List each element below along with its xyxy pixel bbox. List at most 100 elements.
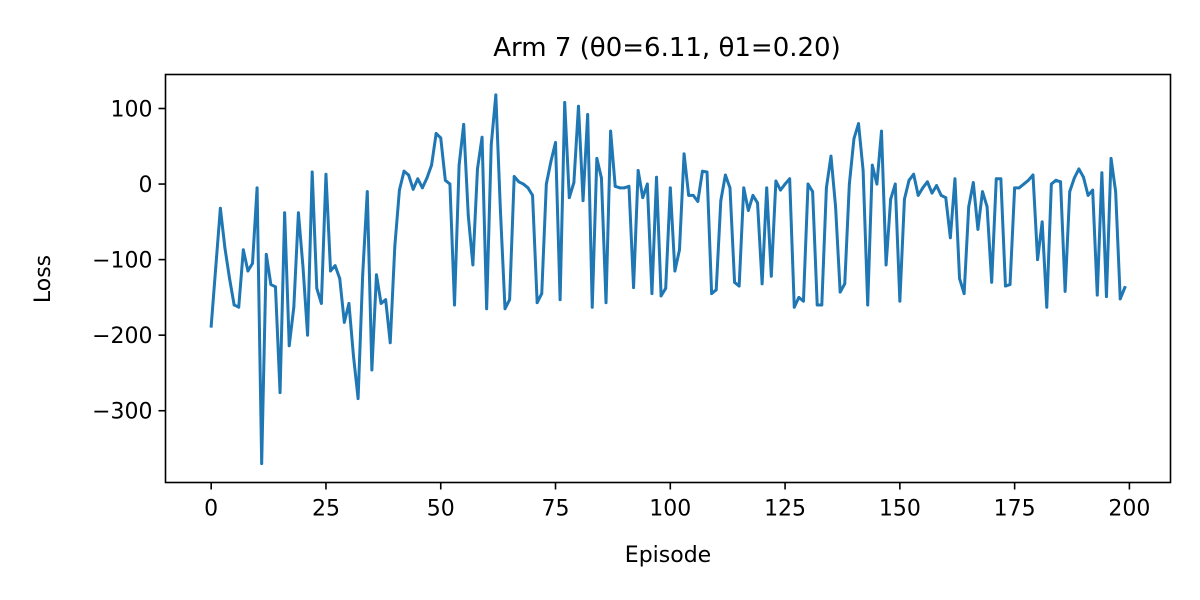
data-point (806, 182, 810, 186)
plot-area (209, 93, 1127, 466)
data-point (439, 136, 443, 140)
data-point (723, 173, 727, 177)
data-point (255, 186, 259, 190)
data-point (659, 294, 663, 298)
data-point (292, 305, 296, 309)
data-point (958, 277, 961, 280)
x-tick-label: 100 (649, 497, 691, 522)
data-point (765, 186, 769, 190)
data-point (627, 184, 631, 188)
data-point (884, 263, 888, 267)
data-point (728, 186, 732, 190)
data-point (843, 282, 847, 286)
data-point (567, 196, 571, 200)
data-point (824, 186, 828, 190)
data-point (705, 170, 709, 174)
data-point (384, 298, 388, 302)
data-point (1068, 190, 1072, 194)
data-point (1095, 293, 1099, 297)
data-point (218, 206, 222, 210)
data-point (462, 122, 466, 126)
data-point (820, 303, 824, 307)
data-point (696, 200, 700, 203)
data-point (209, 324, 213, 328)
data-point (503, 307, 507, 311)
data-point (251, 261, 254, 265)
data-point (1118, 297, 1122, 301)
data-point (278, 391, 282, 394)
data-point (398, 188, 401, 192)
data-point (554, 141, 557, 144)
data-point (544, 182, 548, 186)
data-point (751, 193, 755, 197)
data-point (655, 175, 658, 179)
data-point (269, 283, 273, 286)
data-point (319, 302, 323, 305)
x-tick-label: 75 (542, 497, 570, 522)
y-tick-label: −100 (92, 249, 152, 274)
data-point (531, 193, 534, 197)
data-point (223, 246, 227, 250)
data-point (779, 188, 782, 192)
data-point (283, 211, 287, 215)
data-point (907, 178, 911, 182)
data-point (944, 196, 948, 200)
data-point (769, 274, 773, 278)
x-tick-label: 200 (1108, 497, 1150, 522)
data-point (499, 209, 502, 212)
data-point (994, 177, 998, 181)
data-point (494, 93, 498, 97)
data-point (636, 169, 640, 172)
data-point (889, 197, 893, 201)
data-point (1123, 286, 1127, 289)
data-point (563, 101, 567, 104)
y-tick-label: 0 (139, 173, 153, 198)
x-tick-label: 50 (427, 497, 455, 522)
data-point (930, 191, 934, 195)
data-point (1086, 193, 1090, 197)
data-point (365, 190, 369, 194)
data-point (425, 176, 429, 180)
y-axis-ticks: 100 0 −100 −200 −300 (92, 98, 166, 425)
data-point (898, 299, 902, 303)
data-point (783, 182, 787, 186)
data-point (590, 305, 594, 309)
data-point (352, 354, 355, 358)
data-point (935, 184, 938, 187)
data-point (999, 177, 1003, 181)
data-point (246, 269, 250, 273)
data-point (232, 303, 236, 307)
data-point (402, 169, 406, 173)
data-point (604, 301, 608, 305)
x-axis-ticks: 0 25 50 75 100 125 150 175 200 (204, 482, 1150, 522)
data-point (682, 152, 686, 156)
data-point (581, 199, 585, 203)
data-point (792, 305, 796, 309)
data-point (641, 196, 645, 200)
data-point (1063, 289, 1067, 293)
data-point (852, 137, 856, 141)
data-point (875, 182, 879, 186)
data-point (1091, 188, 1095, 192)
data-point (797, 295, 801, 299)
data-point (948, 236, 952, 240)
data-point (926, 180, 929, 184)
data-point (420, 186, 424, 190)
data-point (815, 303, 819, 307)
data-point (857, 122, 860, 126)
data-point (370, 368, 374, 372)
data-point (310, 170, 314, 174)
data-point (274, 285, 277, 289)
series-line-0 (209, 93, 1127, 466)
data-point (1031, 173, 1035, 177)
x-tick-label: 125 (764, 497, 806, 522)
data-point (540, 292, 544, 296)
data-point (939, 193, 943, 197)
data-point (361, 273, 365, 277)
data-point (342, 320, 346, 324)
data-point (742, 186, 746, 190)
data-point (521, 182, 525, 186)
x-axis-label: Episode (625, 543, 711, 568)
data-point (448, 182, 452, 186)
data-point (347, 302, 351, 305)
